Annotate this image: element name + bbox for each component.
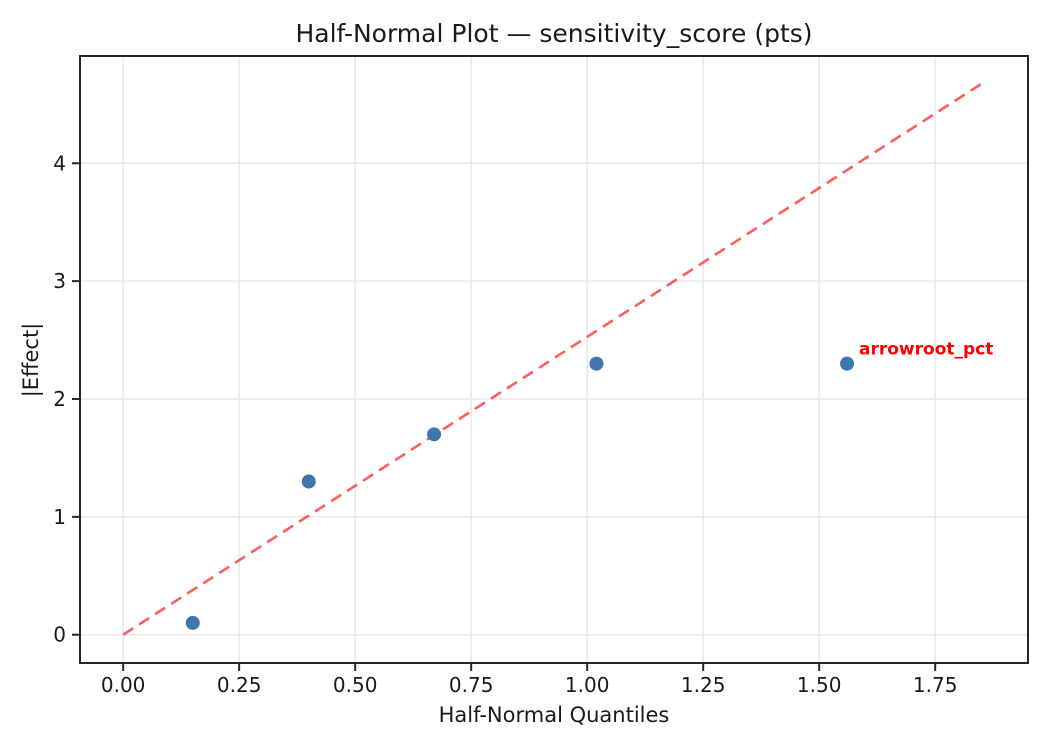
x-tick-label: 0.50: [333, 673, 378, 697]
scatter-point: [589, 356, 604, 371]
y-tick-label: 2: [53, 387, 66, 411]
x-tick-label: 0.25: [217, 673, 262, 697]
scatter-point: [301, 474, 316, 489]
x-tick-label: 0.00: [101, 673, 146, 697]
scatter-point: [840, 356, 855, 371]
y-tick-label: 4: [53, 151, 66, 175]
x-tick-label: 1.25: [681, 673, 726, 697]
x-tick-label: 1.50: [797, 673, 842, 697]
y-tick-label: 1: [53, 505, 66, 529]
y-tick-label: 3: [53, 269, 66, 293]
x-tick-label: 0.75: [449, 673, 494, 697]
x-axis-label: Half-Normal Quantiles: [438, 703, 670, 727]
x-tick-label: 1.75: [913, 673, 958, 697]
scatter-point: [185, 615, 200, 630]
y-tick-label: 0: [53, 623, 66, 647]
x-tick-label: 1.00: [565, 673, 610, 697]
chart-title: Half-Normal Plot — sensitivity_score (pt…: [295, 19, 813, 48]
annotation-label: arrowroot_pct: [859, 340, 993, 360]
scatter-point: [427, 427, 442, 442]
plot-border: [79, 55, 1029, 664]
